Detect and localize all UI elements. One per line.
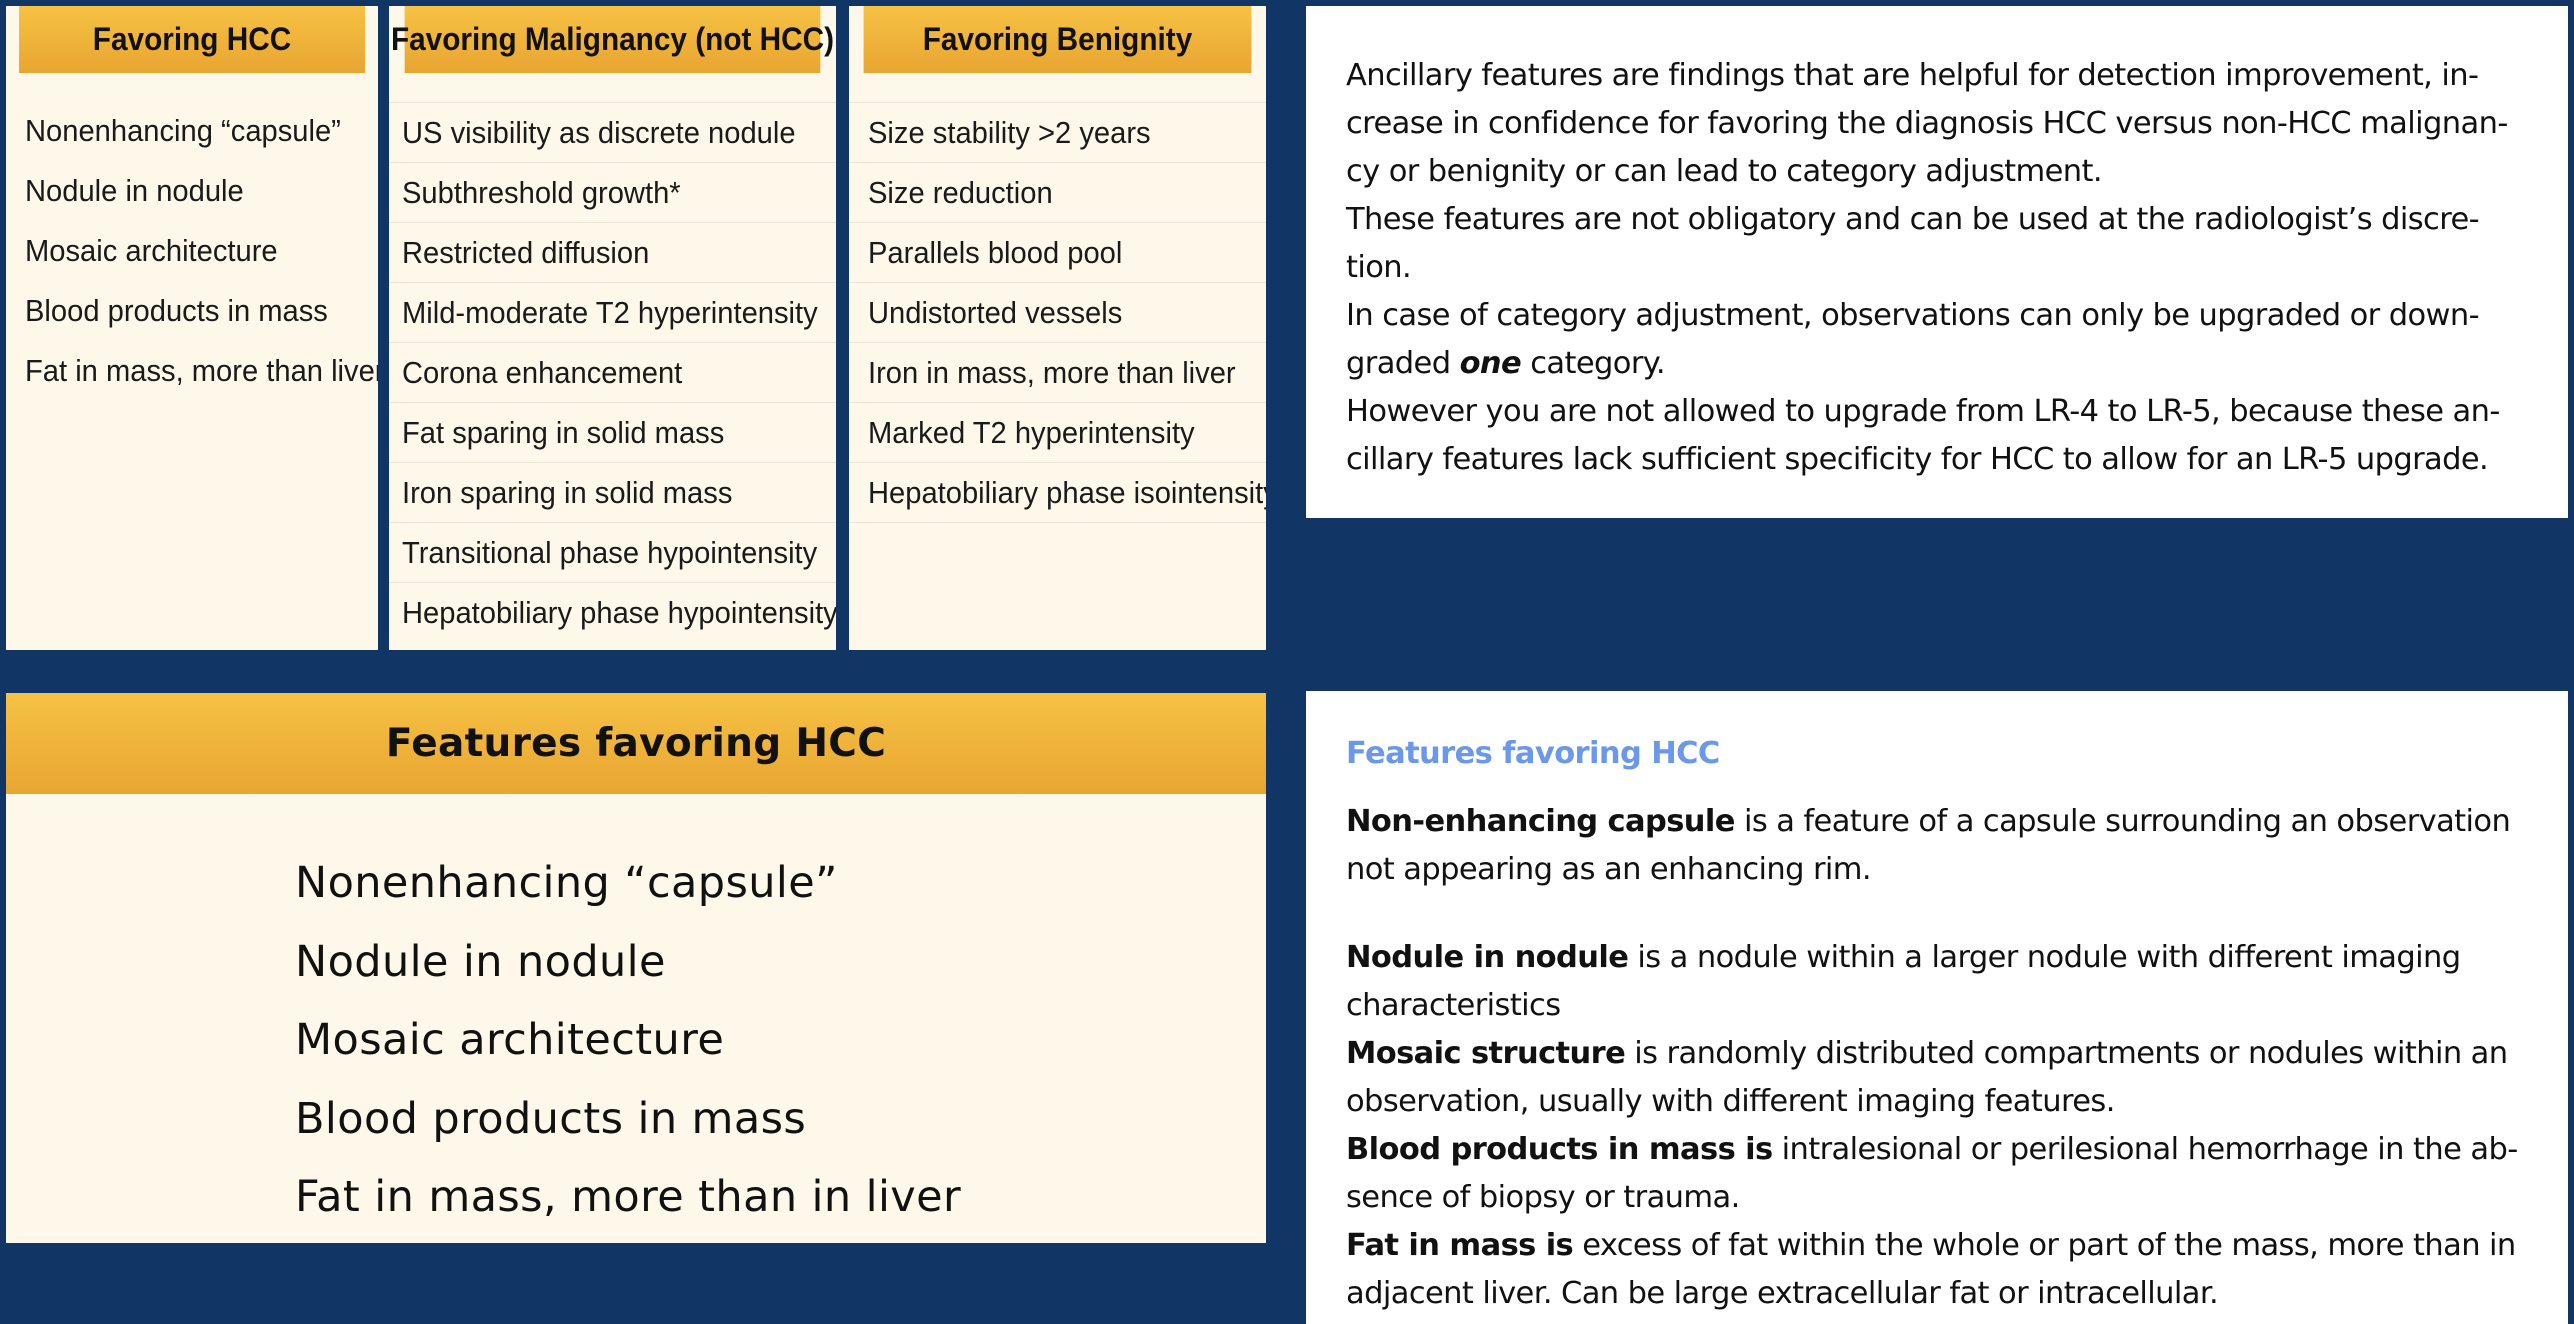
- features-favoring-hcc-slide: Features favoring HCC Nonenhancing “caps…: [6, 693, 1266, 1243]
- favoring-hcc-list: Nonenhancing “capsule” Nodule in nodule …: [6, 73, 378, 401]
- features-favoring-hcc-header: Features favoring HCC: [6, 693, 1266, 794]
- favoring-malignancy-header: Favoring Malignancy (not HCC): [391, 6, 834, 73]
- list-item: Mosaic architecture: [25, 233, 278, 268]
- emphasis-one: one: [1459, 346, 1522, 381]
- list-item: Blood products in mass: [295, 1093, 807, 1144]
- list-item: Subthreshold growth*: [389, 163, 836, 223]
- list-item: Transitional phase hypointensity: [389, 523, 836, 583]
- hcc-definitions-box: Features favoring HCC Non-enhancing caps…: [1306, 691, 2568, 1324]
- list-item: Fat sparing in solid mass: [389, 403, 836, 463]
- favoring-benignity-table: Favoring Benignity Size stability >2 yea…: [849, 6, 1266, 650]
- ancillary-line: cy or benignity or can lead to category …: [1346, 154, 2103, 189]
- ancillary-line: graded one category.: [1346, 346, 1666, 381]
- ancillary-features-box: Ancillary features are findings that are…: [1306, 6, 2568, 518]
- favoring-benignity-header: Favoring Benignity: [863, 6, 1252, 73]
- list-item: Restricted diffusion: [389, 223, 836, 283]
- list-item: Size reduction: [849, 163, 1266, 223]
- ancillary-line: crease in confidence for favoring the di…: [1346, 106, 2508, 141]
- list-item: Parallels blood pool: [849, 223, 1266, 283]
- list-item: Undistorted vessels: [849, 283, 1266, 343]
- definition-mosaic: Mosaic structure is randomly distributed…: [1346, 1036, 2508, 1071]
- favoring-malignancy-list: US visibility as discrete nodule Subthre…: [389, 73, 836, 643]
- list-item: Nonenhancing “capsule”: [25, 113, 341, 148]
- hcc-definitions-title: Features favoring HCC: [1346, 736, 1720, 771]
- ancillary-line: However you are not allowed to upgrade f…: [1346, 394, 2500, 429]
- list-item: Nodule in nodule: [295, 936, 666, 987]
- list-item: Fat in mass, more than in liver: [295, 1172, 962, 1223]
- favoring-hcc-header: Favoring HCC: [19, 6, 365, 73]
- list-item: Corona enhancement: [389, 343, 836, 403]
- list-item: Hepatobiliary phase isointensity: [849, 463, 1266, 523]
- definition-nodule-cont: characteristics: [1346, 988, 1561, 1023]
- favoring-malignancy-table: Favoring Malignancy (not HCC) US visibil…: [389, 6, 836, 650]
- ancillary-line: Ancillary features are findings that are…: [1346, 58, 2479, 93]
- ancillary-line: tion.: [1346, 250, 1412, 285]
- definition-fat-cont: adjacent liver. Can be large extracellul…: [1346, 1276, 2219, 1311]
- ancillary-line: These features are not obligatory and ca…: [1346, 202, 2480, 237]
- definition-mosaic-cont: observation, usually with different imag…: [1346, 1084, 2115, 1119]
- definition-blood-cont: sence of biopsy or trauma.: [1346, 1180, 1740, 1215]
- list-item: Nonenhancing “capsule”: [295, 858, 838, 909]
- list-item: Size stability >2 years: [849, 103, 1266, 163]
- list-item: US visibility as discrete nodule: [389, 103, 836, 163]
- definition-blood: Blood products in mass is intralesional …: [1346, 1132, 2518, 1167]
- list-item: Mosaic architecture: [295, 1015, 725, 1066]
- list-item: Mild-moderate T2 hyperintensity: [389, 283, 836, 343]
- favoring-benignity-list: Size stability >2 years Size reduction P…: [849, 73, 1266, 523]
- definition-capsule-cont: not appearing as an enhancing rim.: [1346, 852, 1872, 887]
- list-item: Nodule in nodule: [25, 173, 244, 208]
- list-item: Hepatobiliary phase hypointensity: [402, 595, 836, 630]
- list-item: Iron in mass, more than liver: [849, 343, 1266, 403]
- definition-fat: Fat in mass is excess of fat within the …: [1346, 1228, 2516, 1263]
- list-item: Blood products in mass: [25, 293, 328, 328]
- ancillary-line: cillary features lack sufficient specifi…: [1346, 442, 2489, 477]
- list-item: Iron sparing in solid mass: [389, 463, 836, 523]
- favoring-hcc-table: Favoring HCC Nonenhancing “capsule” Nodu…: [6, 6, 378, 650]
- definition-nodule: Nodule in nodule is a nodule within a la…: [1346, 940, 2461, 975]
- list-item: Marked T2 hyperintensity: [849, 403, 1266, 463]
- features-favoring-hcc-list: Nonenhancing “capsule” Nodule in nodule …: [6, 794, 1266, 1237]
- ancillary-line: In case of category adjustment, observat…: [1346, 298, 2480, 333]
- list-item: Fat in mass, more than liver: [25, 353, 378, 388]
- definition-capsule: Non-enhancing capsule is a feature of a …: [1346, 804, 2511, 839]
